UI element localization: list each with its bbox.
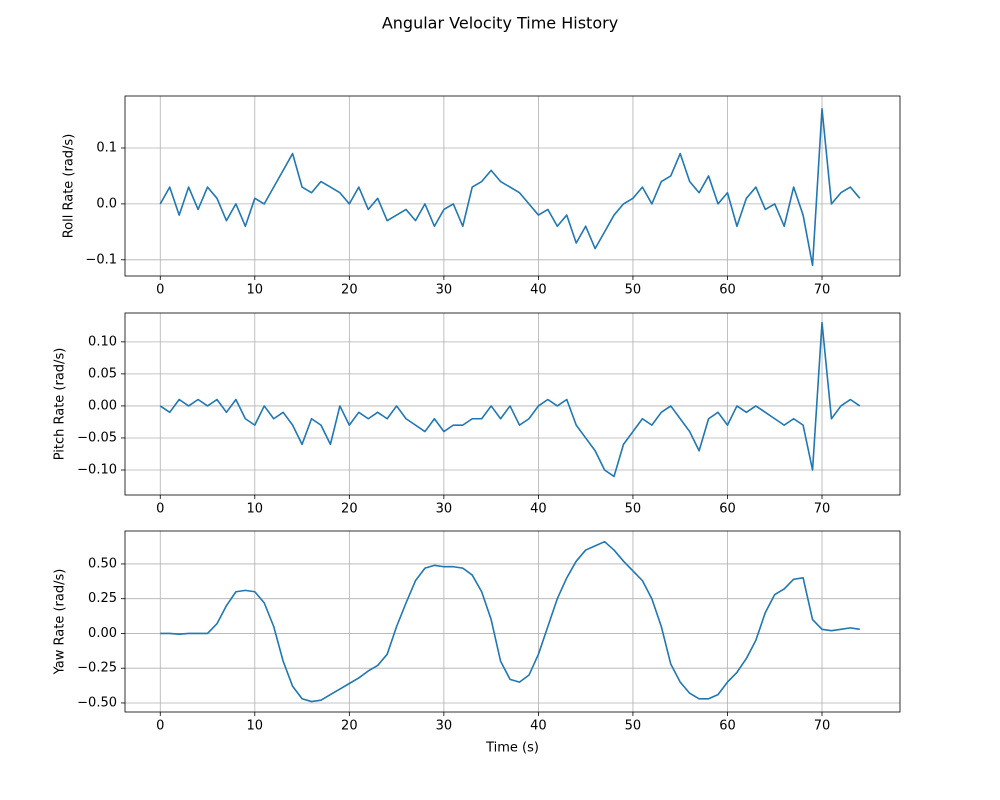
figure-title: Angular Velocity Time History (382, 14, 618, 33)
axes-frame (124, 95, 901, 277)
data-line (159, 321, 861, 478)
x-tick-label: 70 (814, 283, 831, 298)
y-tick-label: −0.25 (77, 661, 117, 676)
y-tick-label: 0.1 (96, 140, 117, 155)
plot-area (125, 96, 900, 276)
x-tick-label: 30 (436, 502, 453, 517)
plot-area (125, 313, 900, 495)
x-tick-label: 10 (247, 502, 264, 517)
x-tick-label: 60 (719, 283, 736, 298)
y-tick-label: 0.00 (88, 398, 117, 413)
x-tick-label: 70 (814, 502, 831, 517)
x-axis-label: Time (s) (485, 741, 539, 756)
x-tick-label: 30 (436, 719, 453, 734)
x-tick-label: 10 (247, 283, 264, 298)
x-tick-label: 0 (156, 283, 164, 298)
x-tick-label: 0 (156, 502, 164, 517)
x-tick-label: 20 (341, 283, 358, 298)
y-tick-label: 0.50 (88, 556, 117, 571)
y-tick-label: 0.25 (88, 591, 117, 606)
x-tick-label: 30 (436, 283, 453, 298)
y-axis-label: Roll Rate (rad/s) (62, 134, 77, 239)
x-tick-label: 60 (719, 719, 736, 734)
y-tick-label: −0.1 (85, 252, 117, 267)
x-tick-label: 20 (341, 719, 358, 734)
data-line (159, 108, 861, 267)
x-tick-label: 50 (625, 719, 642, 734)
y-axis-label: Pitch Rate (rad/s) (53, 348, 68, 461)
x-tick-label: 40 (530, 283, 547, 298)
x-tick-label: 50 (625, 283, 642, 298)
x-tick-label: 60 (719, 502, 736, 517)
x-tick-label: 20 (341, 502, 358, 517)
y-tick-label: −0.05 (77, 430, 117, 445)
y-tick-label: 0.05 (88, 366, 117, 381)
y-tick-label: 0.0 (96, 196, 117, 211)
x-tick-label: 50 (625, 502, 642, 517)
y-tick-label: 0.10 (88, 334, 117, 349)
axes-frame (124, 312, 901, 496)
y-axis-label: Yaw Rate (rad/s) (53, 569, 68, 676)
data-line (160, 540, 860, 703)
y-tick-label: 0.00 (88, 626, 117, 641)
y-tick-label: −0.50 (77, 695, 117, 710)
plot-area (125, 531, 900, 712)
y-tick-label: −0.10 (77, 463, 117, 478)
x-tick-label: 10 (247, 719, 264, 734)
x-tick-label: 70 (814, 719, 831, 734)
axes-frame (124, 530, 901, 713)
x-tick-label: 0 (156, 719, 164, 734)
x-tick-label: 40 (530, 502, 547, 517)
x-tick-label: 40 (530, 719, 547, 734)
